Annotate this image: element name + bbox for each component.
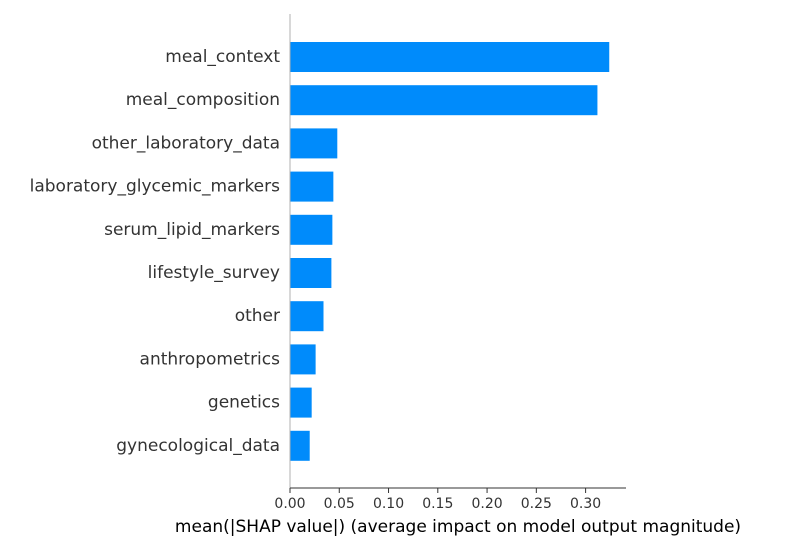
category-label-meal-composition: meal_composition xyxy=(126,90,280,110)
bar-lifestyle-survey xyxy=(290,258,332,288)
category-label-gynecological-data: gynecological_data xyxy=(116,436,280,456)
category-label-lifestyle-survey: lifestyle_survey xyxy=(148,263,280,283)
category-label-genetics: genetics xyxy=(208,393,280,413)
x-tick-label: 0.20 xyxy=(471,496,502,512)
x-tick-label: 0.15 xyxy=(422,496,453,512)
bar-meal-composition xyxy=(290,85,598,116)
category-label-other-laboratory-data: other_laboratory_data xyxy=(92,133,280,153)
x-tick-label: 0.25 xyxy=(521,496,552,512)
bar-other-laboratory-data xyxy=(290,128,338,159)
bars-layer xyxy=(290,42,610,461)
bar-laboratory-glycemic-markers xyxy=(290,171,334,202)
category-labels: meal_context meal_composition other_labora… xyxy=(30,47,281,456)
x-ticks: 0.00 0.05 0.10 0.15 0.20 0.25 0.30 xyxy=(274,488,601,512)
x-tick-label: 0.30 xyxy=(570,496,601,512)
bar-genetics xyxy=(290,387,312,418)
bar-anthropometrics xyxy=(290,344,316,375)
bar-serum-lipid-markers xyxy=(290,214,333,245)
bar-gynecological-data xyxy=(290,430,310,461)
x-tick-label: 0.05 xyxy=(324,496,355,512)
x-axis-title: mean(|SHAP value|) (average impact on mo… xyxy=(175,517,741,537)
bar-meal-context xyxy=(290,42,610,72)
category-label-meal-context: meal_context xyxy=(165,47,280,67)
x-tick-label: 0.00 xyxy=(274,496,305,512)
bar-other xyxy=(290,301,324,332)
category-label-anthropometrics: anthropometrics xyxy=(140,349,281,369)
category-label-laboratory-glycemic-markers: laboratory_glycemic_markers xyxy=(30,177,281,197)
category-label-other: other xyxy=(235,306,280,326)
category-label-serum-lipid-markers: serum_lipid_markers xyxy=(104,220,280,240)
x-tick-label: 0.10 xyxy=(373,496,404,512)
